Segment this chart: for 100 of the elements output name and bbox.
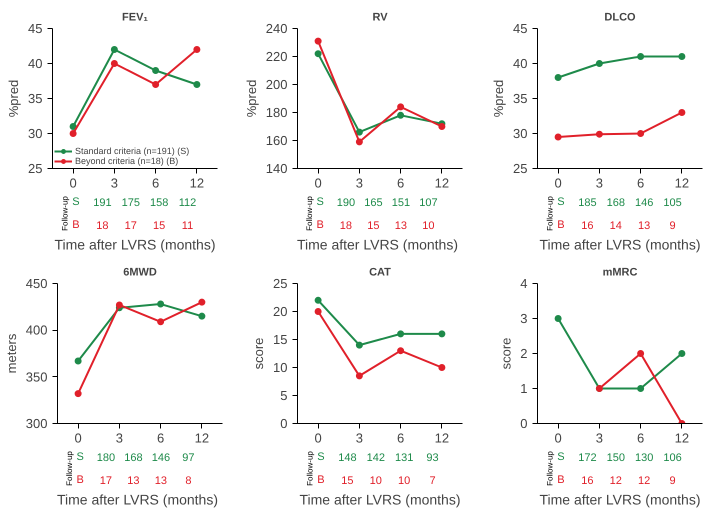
- y-axis-title: meters: [4, 333, 19, 374]
- point: [157, 318, 164, 326]
- text: B: [317, 474, 325, 486]
- point: [152, 67, 160, 74]
- text: Follow-up: [545, 450, 554, 486]
- y-tick-label: 25: [28, 161, 43, 176]
- point: [438, 330, 446, 338]
- text: 151: [392, 197, 410, 209]
- y-tick-label: 0: [280, 416, 288, 431]
- text: Follow-up: [545, 196, 554, 231]
- point: [678, 109, 686, 116]
- y-tick-label: 20: [273, 304, 288, 319]
- x-tick-label: 6: [157, 430, 164, 446]
- text: 7: [429, 475, 436, 487]
- text: 18: [340, 220, 352, 232]
- point: [438, 123, 446, 130]
- legend-label: Standard criteria (n=191) (S): [75, 146, 190, 156]
- text: 180: [96, 452, 116, 464]
- y-tick-label: 300: [26, 416, 48, 431]
- text: 172: [578, 452, 597, 464]
- text: B: [557, 219, 565, 231]
- x-tick-label: 6: [637, 176, 644, 190]
- y-tick-label: 15: [273, 332, 288, 347]
- y-tick-label: 30: [28, 126, 43, 141]
- y-tick-label: 45: [28, 21, 43, 36]
- text: 13: [127, 475, 140, 487]
- y-tick-label: 45: [513, 21, 528, 36]
- y-tick-label: 140: [266, 161, 288, 176]
- point: [314, 50, 322, 58]
- y-axis-title: %pred: [491, 80, 506, 118]
- y-tick-label: 40: [513, 56, 528, 71]
- point: [596, 130, 603, 138]
- text: B: [557, 474, 565, 486]
- point: [554, 134, 562, 140]
- x-tick-label: 12: [674, 430, 690, 446]
- x-tick-label: 0: [74, 430, 82, 446]
- text: 93: [426, 452, 439, 464]
- y-tick-label: 40: [28, 56, 43, 71]
- text: S: [76, 451, 84, 463]
- x-tick-label: 3: [356, 430, 363, 446]
- x-tick-label: 6: [152, 176, 160, 190]
- x-tick-label: 6: [397, 176, 404, 190]
- x-tick-label: 12: [434, 176, 450, 190]
- point: [74, 390, 82, 398]
- text: Follow-up: [305, 196, 314, 231]
- y-tick-label: 25: [273, 276, 288, 291]
- y-tick-label: 35: [28, 91, 43, 106]
- text: 97: [182, 452, 195, 464]
- text: 175: [122, 197, 140, 209]
- y-tick-label: 180: [266, 105, 288, 120]
- x-tick-label: 0: [554, 176, 562, 190]
- text: 10: [398, 475, 410, 487]
- chart-title: DLCO: [604, 12, 636, 24]
- y-tick-label: 400: [26, 322, 48, 338]
- chart-title: FEV₁: [122, 12, 148, 24]
- text: Follow-up: [65, 450, 74, 486]
- text: 158: [150, 197, 168, 209]
- point: [157, 300, 164, 308]
- y-tick-label: 25: [513, 161, 528, 176]
- y-tick-label: 200: [266, 77, 288, 92]
- y-axis-title: %pred: [6, 80, 22, 118]
- y-tick-label: 35: [513, 91, 528, 106]
- text: 15: [367, 220, 380, 232]
- x-tick-label: 3: [596, 176, 603, 190]
- y-tick-label: 5: [280, 388, 288, 403]
- text: 165: [364, 197, 383, 209]
- text: 150: [606, 452, 625, 464]
- text: 190: [336, 197, 356, 209]
- y-axis-title: score: [251, 338, 266, 370]
- x-tick-label: 6: [637, 430, 644, 446]
- text: Follow-up: [305, 450, 314, 486]
- text: 9: [669, 220, 676, 232]
- point: [193, 46, 200, 53]
- text: 16: [581, 475, 594, 487]
- point: [678, 53, 686, 60]
- x-tick-label: 12: [194, 430, 210, 446]
- point: [314, 296, 322, 304]
- x-axis-title: Time after LVRS (months): [299, 492, 461, 508]
- y-tick-label: 160: [266, 133, 288, 148]
- text: B: [72, 219, 80, 231]
- text: 148: [338, 452, 357, 464]
- text: S: [316, 196, 324, 208]
- point: [314, 308, 322, 315]
- x-tick-label: 0: [70, 176, 77, 190]
- y-tick-label: 350: [26, 369, 48, 384]
- chart-title: mMRC: [602, 266, 638, 278]
- chart-title: CAT: [369, 266, 392, 278]
- text: 13: [154, 475, 168, 487]
- point: [74, 357, 82, 364]
- text: 15: [341, 475, 354, 487]
- text: 18: [96, 220, 109, 232]
- text: 9: [669, 475, 676, 487]
- point: [596, 60, 603, 67]
- y-axis-title: score: [498, 338, 514, 370]
- point: [198, 312, 206, 320]
- text: S: [557, 196, 565, 208]
- x-axis-title: Time after LVRS (months): [539, 492, 701, 508]
- point: [678, 350, 686, 357]
- y-tick-label: 0: [520, 416, 528, 431]
- text: 130: [634, 452, 654, 464]
